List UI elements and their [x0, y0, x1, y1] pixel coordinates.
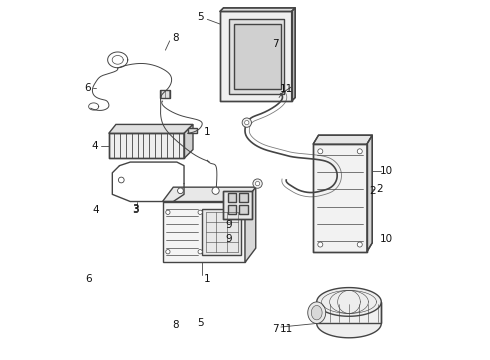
Polygon shape — [317, 309, 381, 338]
Circle shape — [255, 181, 260, 186]
Text: 2: 2 — [376, 184, 383, 194]
Text: 6: 6 — [86, 274, 92, 284]
Text: 11: 11 — [280, 324, 293, 334]
Polygon shape — [160, 90, 171, 98]
Text: 1: 1 — [204, 274, 211, 284]
Text: 3: 3 — [132, 204, 139, 214]
Text: 8: 8 — [172, 320, 178, 330]
Text: 6: 6 — [85, 83, 91, 93]
Text: 4: 4 — [93, 206, 99, 216]
Circle shape — [318, 242, 323, 247]
Polygon shape — [188, 128, 196, 134]
Polygon shape — [228, 193, 236, 202]
Polygon shape — [228, 205, 236, 214]
Polygon shape — [184, 125, 193, 158]
Text: 10: 10 — [380, 234, 393, 244]
Polygon shape — [220, 12, 292, 101]
Polygon shape — [163, 202, 245, 262]
Polygon shape — [239, 193, 248, 202]
Polygon shape — [245, 187, 256, 262]
Circle shape — [198, 210, 202, 215]
Circle shape — [166, 249, 170, 254]
Circle shape — [198, 249, 202, 254]
Text: 4: 4 — [92, 141, 98, 151]
Polygon shape — [317, 288, 381, 316]
Polygon shape — [163, 187, 256, 202]
Circle shape — [119, 177, 124, 183]
Text: 5: 5 — [197, 319, 203, 328]
Text: 1: 1 — [204, 127, 211, 136]
Circle shape — [357, 149, 362, 154]
Circle shape — [357, 242, 362, 247]
Polygon shape — [109, 125, 193, 134]
Polygon shape — [202, 209, 242, 255]
Circle shape — [318, 149, 323, 154]
Circle shape — [253, 179, 262, 188]
Polygon shape — [229, 19, 285, 94]
Polygon shape — [234, 24, 281, 89]
Text: 5: 5 — [197, 12, 203, 22]
Polygon shape — [311, 306, 322, 320]
Polygon shape — [239, 205, 248, 214]
Polygon shape — [223, 191, 252, 220]
Circle shape — [245, 121, 249, 125]
Polygon shape — [313, 144, 367, 252]
Text: 9: 9 — [225, 220, 232, 230]
Circle shape — [166, 210, 170, 215]
Text: 7: 7 — [272, 324, 279, 334]
Circle shape — [212, 187, 219, 194]
Text: 8: 8 — [172, 33, 178, 43]
Polygon shape — [220, 8, 295, 12]
Polygon shape — [109, 134, 184, 158]
Text: 10: 10 — [380, 166, 393, 176]
Polygon shape — [367, 135, 372, 252]
Polygon shape — [317, 302, 381, 323]
Polygon shape — [313, 135, 372, 144]
Text: 2: 2 — [369, 186, 376, 196]
Text: 3: 3 — [132, 206, 139, 216]
Text: 9: 9 — [225, 234, 232, 244]
Circle shape — [242, 118, 251, 127]
Polygon shape — [308, 302, 326, 323]
Text: 7: 7 — [272, 39, 279, 49]
Polygon shape — [292, 8, 295, 101]
Circle shape — [177, 188, 183, 194]
Text: 11: 11 — [280, 84, 293, 94]
